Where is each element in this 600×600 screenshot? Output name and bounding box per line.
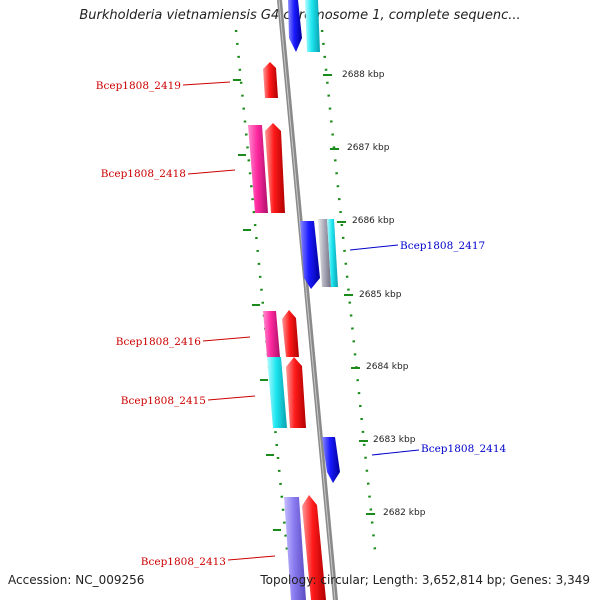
gene-bcep1808-2419[interactable] xyxy=(263,62,278,98)
gene-bcep1808-2416-pink[interactable] xyxy=(263,311,280,357)
tick-label-2685: 2685 kbp xyxy=(359,290,402,300)
tick-label-2687: 2687 kbp xyxy=(347,143,390,153)
gene-bcep1808-2418[interactable] xyxy=(265,123,285,213)
tick-label-2684: 2684 kbp xyxy=(366,362,409,372)
tick-label-2683: 2683 kbp xyxy=(373,435,416,445)
leader-line-2416 xyxy=(202,336,251,342)
gene-bcep1808-2417-cyan[interactable] xyxy=(327,219,338,287)
genome-summary-label: Topology: circular; Length: 3,652,814 bp… xyxy=(260,573,590,587)
gene-bcep1808-2418-pink[interactable] xyxy=(248,125,268,213)
gene-label-2418[interactable]: Bcep1808_2418 xyxy=(101,168,186,180)
right-dotted-boundary xyxy=(320,29,378,561)
gene-bcep1808-2415-cyan[interactable] xyxy=(267,357,287,428)
accession-label: Accession: NC_009256 xyxy=(8,573,145,587)
gene-partial-blue-top[interactable] xyxy=(288,0,302,52)
leader-line-2413 xyxy=(227,555,276,561)
backbone-highlight xyxy=(278,0,336,600)
gene-label-2415[interactable]: Bcep1808_2415 xyxy=(121,395,206,407)
tick-label-2682: 2682 kbp xyxy=(383,508,426,518)
gene-bcep1808-2413[interactable] xyxy=(302,495,326,600)
gene-bcep1808-2416[interactable] xyxy=(282,310,299,357)
gene-label-2419[interactable]: Bcep1808_2419 xyxy=(96,80,181,92)
left-dotted-boundary xyxy=(234,29,290,561)
gene-partial-cyan-top[interactable] xyxy=(305,0,320,52)
leader-line-2419 xyxy=(182,81,231,86)
gene-bcep1808-2414[interactable] xyxy=(322,437,340,483)
leader-line-2414 xyxy=(371,449,420,456)
gene-label-2413[interactable]: Bcep1808_2413 xyxy=(141,556,226,568)
leader-line-2417 xyxy=(349,244,399,251)
right-tick-marks xyxy=(323,74,375,515)
leader-line-2415 xyxy=(207,395,256,401)
gene-label-2414[interactable]: Bcep1808_2414 xyxy=(421,443,507,455)
gene-bcep1808-2417-grey[interactable] xyxy=(318,219,331,287)
left-scale-dashes xyxy=(233,79,281,531)
gene-label-2417[interactable]: Bcep1808_2417 xyxy=(400,240,485,252)
map-title: Burkholderia vietnamiensis G4 chromosome… xyxy=(79,8,521,23)
gene-bcep1808-2415[interactable] xyxy=(286,357,306,428)
gene-bcep1808-2417[interactable] xyxy=(300,221,320,289)
tick-label-2686: 2686 kbp xyxy=(352,216,395,226)
gene-bcep1808-2413-lavender[interactable] xyxy=(284,497,306,600)
gene-label-2416[interactable]: Bcep1808_2416 xyxy=(116,336,202,348)
leader-line-2418 xyxy=(187,169,236,175)
tick-label-2688: 2688 kbp xyxy=(342,70,385,80)
